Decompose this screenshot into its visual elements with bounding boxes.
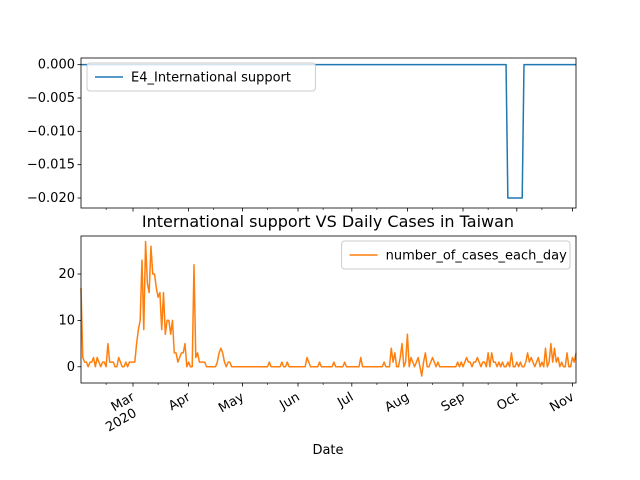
x-axis-label: Date: [312, 443, 343, 458]
y-tick-label: 10: [58, 313, 75, 328]
top-subplot: 0.000 −0.005 −0.010 −0.015 −0.020 E4_Internat…: [27, 57, 577, 212]
y-tick-label: −0.015: [27, 158, 75, 173]
y-tick-label: −0.005: [27, 91, 75, 106]
series-line-0: [81, 63, 576, 199]
legend-label: E4_International support: [131, 71, 291, 86]
y-tick-label: −0.020: [27, 191, 75, 206]
y-tick-label: 0: [67, 360, 75, 375]
x-tick-label: May: [216, 390, 247, 417]
bottom-subplot-title: International support VS Daily Cases in …: [142, 212, 514, 231]
x-tick-label: Aug: [382, 390, 411, 416]
legend-box: [86, 62, 316, 92]
legend-label: number_of_cases_each_day: [386, 249, 567, 264]
axes-frame: [80, 57, 577, 209]
axes-frame: [80, 235, 577, 384]
series-line-0: [80, 240, 577, 377]
y-tick-label: 20: [58, 267, 75, 282]
x-tick-label: Jun: [277, 390, 303, 414]
x-tick-label: Jul: [334, 390, 356, 411]
x-tick-label: Apr: [166, 389, 194, 414]
y-tick-label: −0.010: [27, 124, 75, 139]
x-tick-label: Oct: [494, 390, 521, 414]
x-tick-label: Nov: [547, 390, 577, 416]
legend-box: [341, 240, 571, 270]
y-tick-label: 0.000: [38, 58, 75, 73]
x-tick-label: Sep: [439, 390, 468, 415]
